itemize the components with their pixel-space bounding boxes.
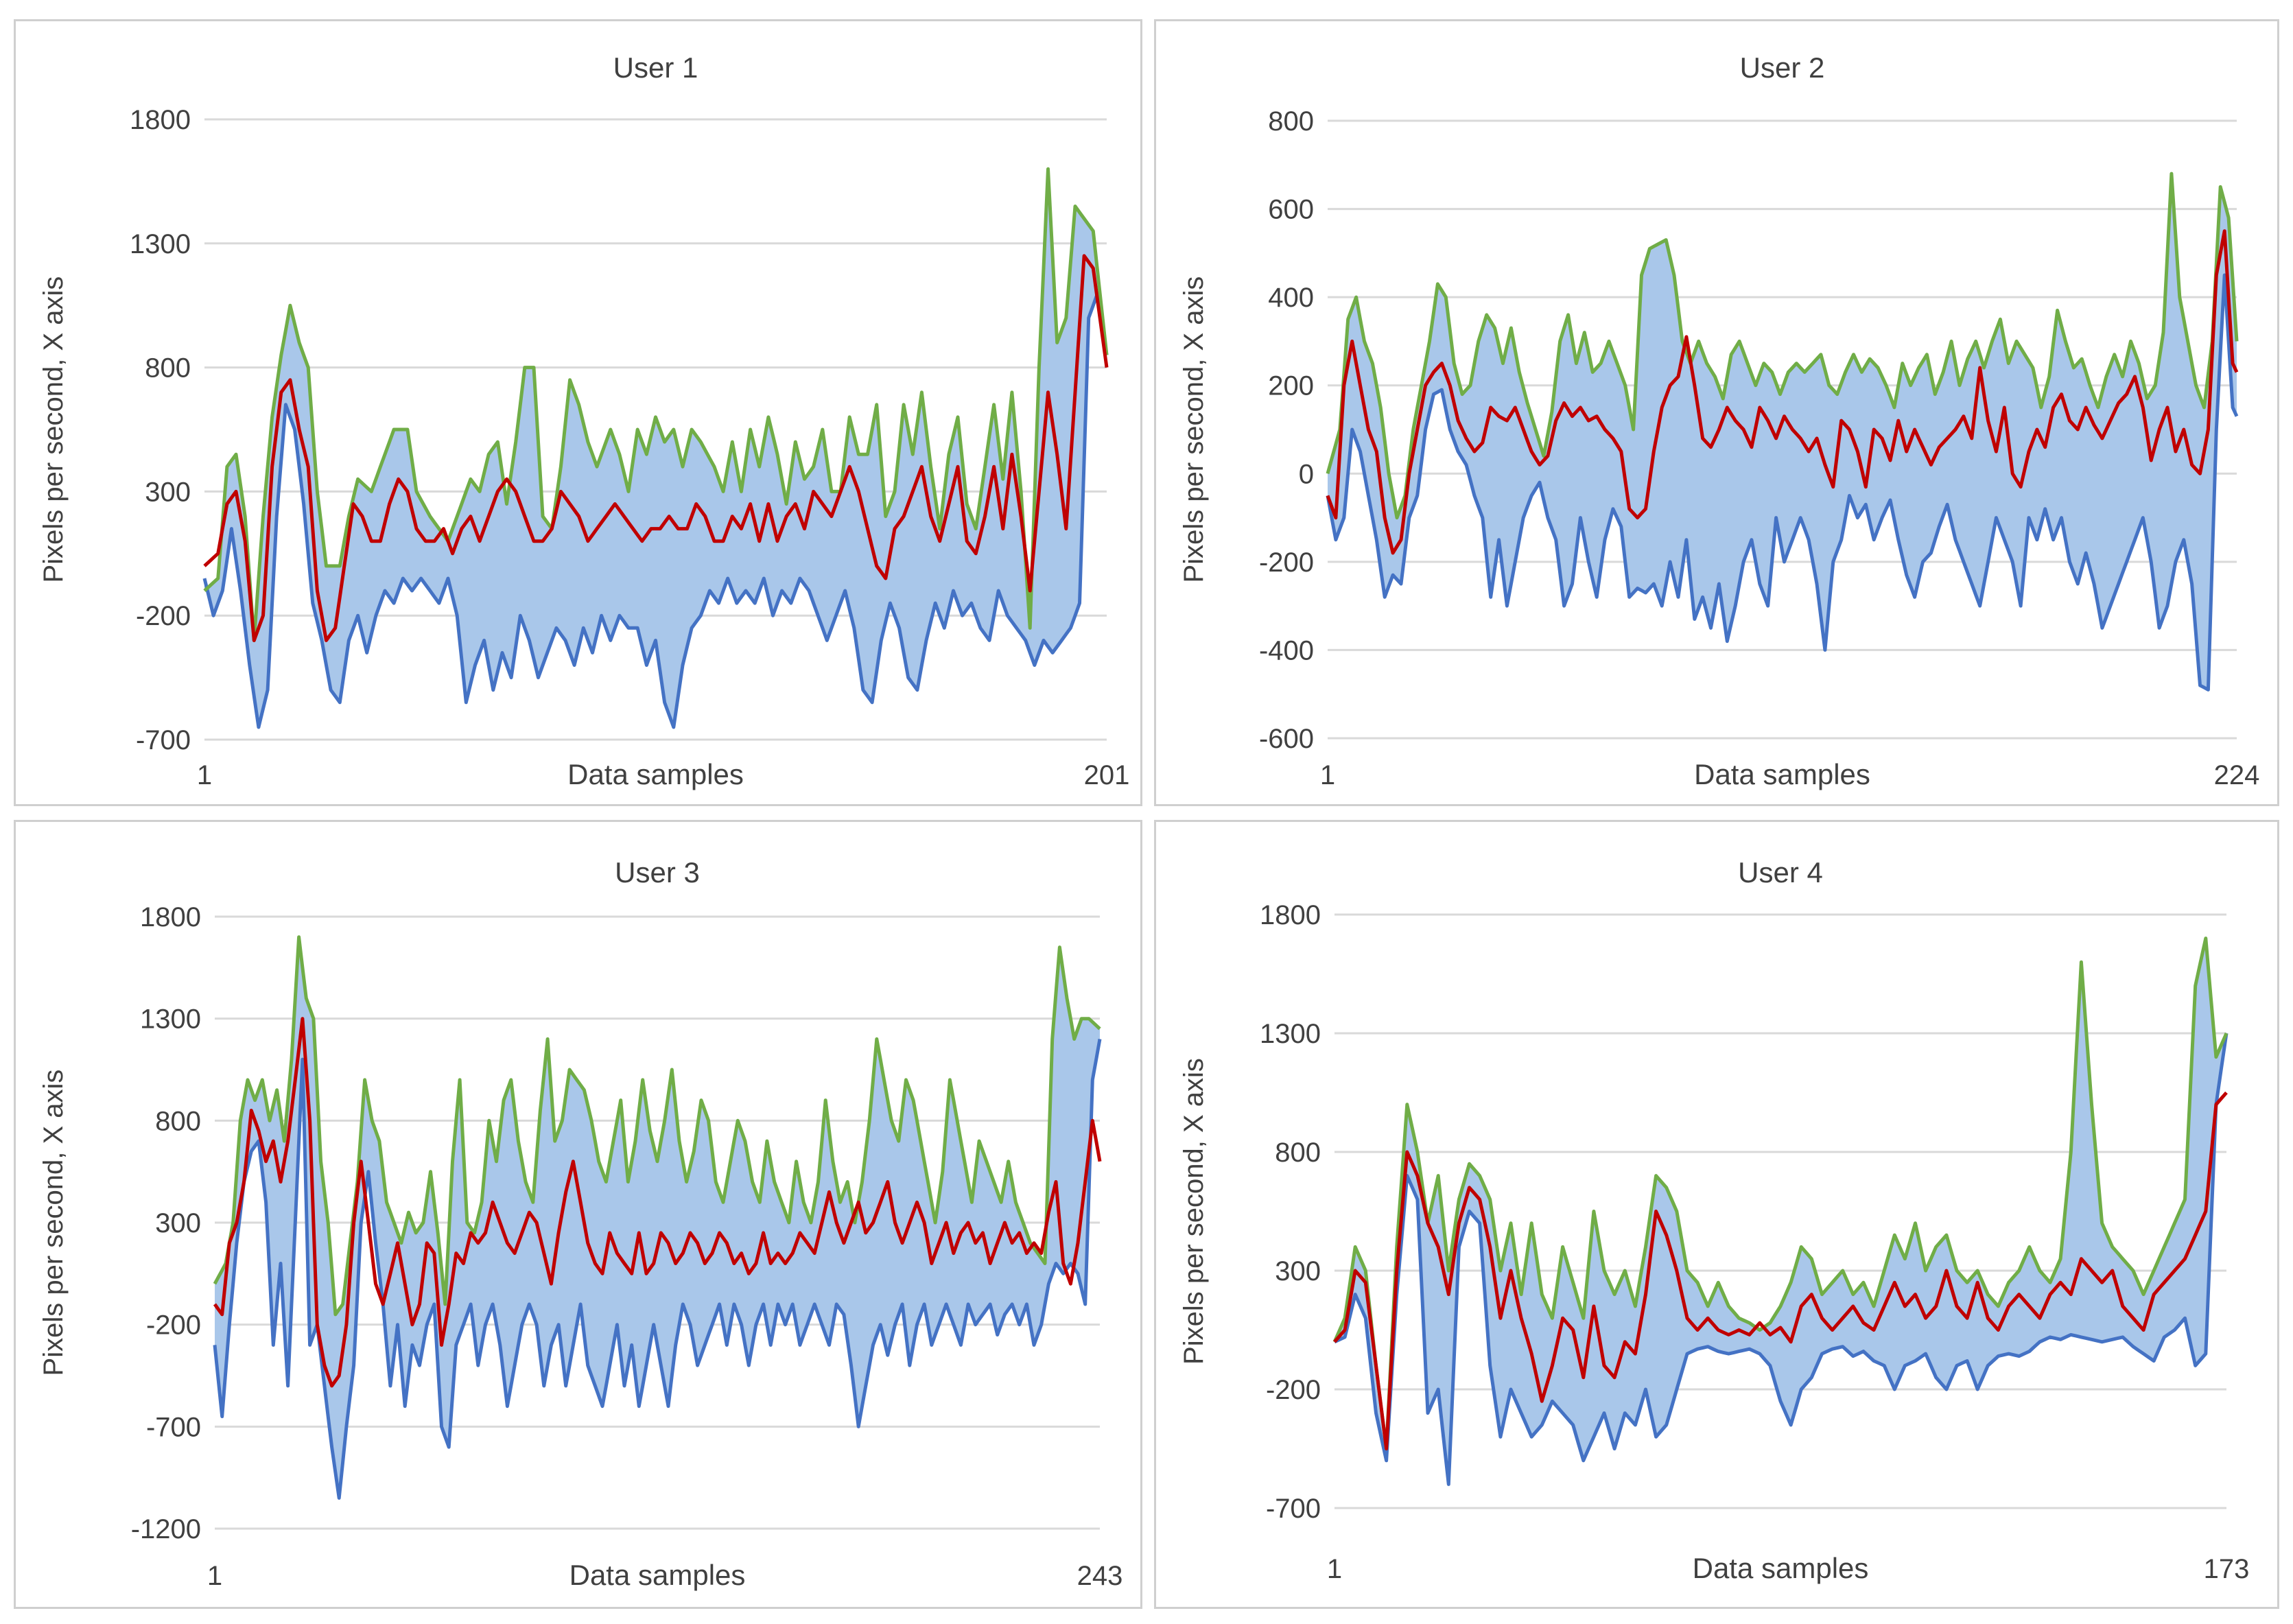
chart-title: User 2 <box>1740 51 1825 84</box>
y-tick-label: 1800 <box>140 902 201 932</box>
y-axis-title: Pixels per second, X axis <box>1179 1058 1209 1365</box>
y-tick-label: -700 <box>136 725 191 755</box>
min-max-band <box>1328 174 2237 690</box>
y-tick-label: -700 <box>1266 1494 1321 1524</box>
chart-title: User 3 <box>615 856 700 889</box>
y-tick-label: 1300 <box>130 229 191 259</box>
x-tick-label-end: 173 <box>2204 1554 2250 1584</box>
chart-panel-user-2: -600 -400 -200 0 200 400 600 800 User 2 1 224 Data … <box>1154 19 2279 806</box>
x-axis-title: Data samples <box>569 1559 746 1591</box>
x-tick-label-end: 243 <box>1077 1561 1123 1591</box>
y-tick-label: 300 <box>145 477 191 507</box>
y-tick-label: -200 <box>1259 548 1314 578</box>
x-tick-label-start: 1 <box>1320 760 1335 790</box>
y-tick-label: -200 <box>146 1310 201 1341</box>
y-tick-label: -200 <box>1266 1375 1321 1405</box>
y-tick-label: 800 <box>145 353 191 384</box>
series-line-max <box>203 167 1109 642</box>
x-tick-label-start: 1 <box>1327 1554 1342 1584</box>
chart-title: User 1 <box>613 51 698 84</box>
y-tick-label: 600 <box>1268 195 1314 225</box>
chart-svg: -600 -400 -200 0 200 400 600 800 User 2 1 224 Data … <box>1179 51 2260 790</box>
x-tick-label-start: 1 <box>197 760 212 790</box>
series-line-max <box>1332 937 2229 1450</box>
min-max-band <box>215 937 1100 1498</box>
y-tick-label: 300 <box>1275 1256 1321 1286</box>
series-line-mean <box>1326 229 2239 555</box>
chart-panel-user-3: -1200 -700 -200 300 800 1300 1800 User 3 1 243 Dat… <box>14 820 1142 1609</box>
min-max-band <box>204 169 1107 727</box>
y-axis-title: Pixels per second, X axis <box>1179 276 1209 583</box>
y-axis-title: Pixels per second, X axis <box>38 276 69 583</box>
y-tick-label: -700 <box>146 1412 201 1442</box>
y-tick-label: 800 <box>155 1106 201 1136</box>
x-axis-title: Data samples <box>567 758 744 790</box>
x-tick-label-start: 1 <box>207 1561 222 1591</box>
series-line-min <box>202 291 1109 729</box>
y-tick-label: 1800 <box>130 105 191 135</box>
series-line-min <box>1326 273 2239 692</box>
chart-svg: -1200 -700 -200 300 800 1300 1800 User 3 1 243 Dat… <box>38 856 1123 1591</box>
series-line-mean <box>1333 1091 2228 1450</box>
y-tick-label: 800 <box>1268 106 1314 137</box>
y-tick-label: 200 <box>1268 371 1314 401</box>
chart-svg: -700 -200 300 800 1300 1800 User 1 1 201 Data sam… <box>38 51 1130 790</box>
y-tick-label: 0 <box>1299 459 1314 489</box>
y-tick-label: 300 <box>155 1208 201 1238</box>
x-tick-label-end: 201 <box>1084 760 1130 790</box>
chart-panel-user-4: -700 -200 300 800 1300 1800 User 4 1 173 Data sam… <box>1154 820 2279 1609</box>
x-axis-title: Data samples <box>1693 1552 1869 1584</box>
y-tick-label: -600 <box>1259 724 1314 754</box>
series-line-mean <box>213 1017 1102 1388</box>
series-line-mean <box>203 254 1109 642</box>
y-tick-label: -1200 <box>131 1514 201 1544</box>
x-axis-title: Data samples <box>1694 758 1870 790</box>
x-tick-label-end: 224 <box>2214 760 2260 790</box>
chart-panel-user-1: -700 -200 300 800 1300 1800 User 1 1 201 Data sam… <box>14 19 1142 806</box>
y-tick-label: 800 <box>1275 1138 1321 1168</box>
y-tick-label: 1300 <box>1260 1019 1321 1049</box>
chart-svg: -700 -200 300 800 1300 1800 User 4 1 173 Data sam… <box>1179 856 2250 1584</box>
y-tick-label: 1300 <box>140 1004 201 1035</box>
y-tick-label: -200 <box>136 601 191 631</box>
series-line-min <box>1333 1033 2229 1486</box>
y-tick-label: -400 <box>1259 635 1314 666</box>
chart-title: User 4 <box>1738 856 1823 889</box>
y-axis-title: Pixels per second, X axis <box>38 1070 69 1376</box>
series-line-max <box>1326 172 2239 520</box>
y-tick-label: 400 <box>1268 283 1314 313</box>
series-line-min <box>213 1038 1102 1500</box>
series-line-max <box>213 935 1101 1317</box>
y-tick-label: 1800 <box>1260 900 1321 930</box>
